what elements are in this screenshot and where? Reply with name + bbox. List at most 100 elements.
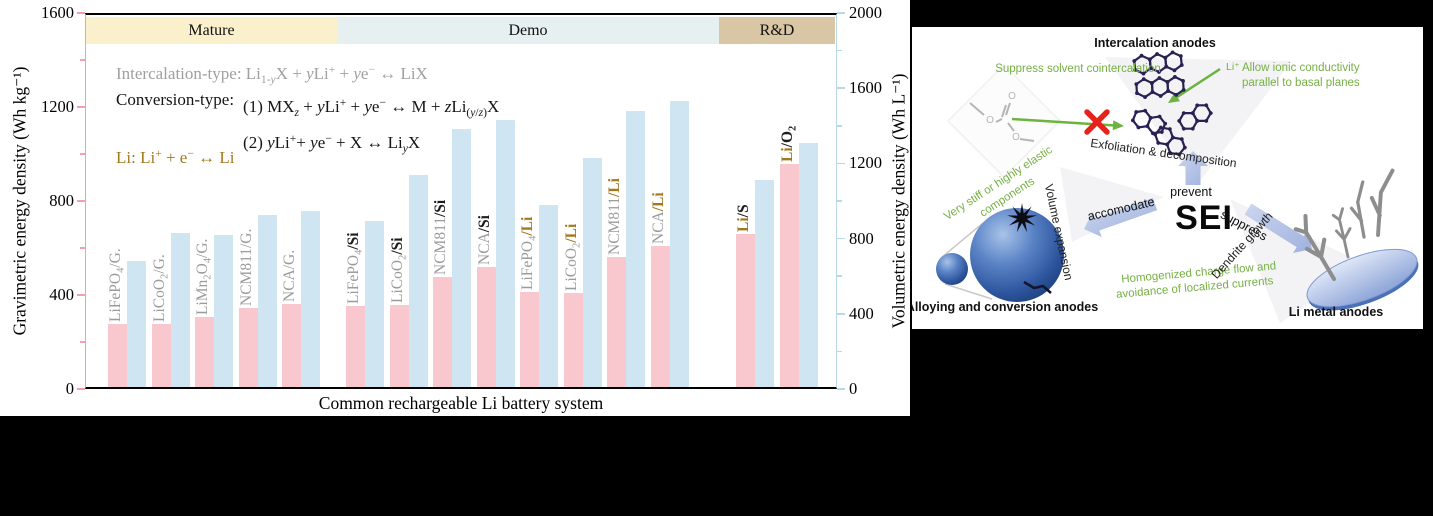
right-axis-minor-tick xyxy=(837,200,842,202)
bar-gravimetric-3 xyxy=(238,308,258,387)
bar-label-0: LiFePO4/G. xyxy=(107,247,127,322)
right-axis-tick-label: 1200 xyxy=(849,153,882,173)
right-axis-tick xyxy=(837,162,845,165)
shade-cone-right xyxy=(1230,199,1367,323)
bar-volumetric-9 xyxy=(539,204,558,387)
right-axis-tick-label: 0 xyxy=(849,379,858,398)
bar-volumetric-0 xyxy=(127,261,146,387)
bar-gravimetric-10 xyxy=(563,293,583,387)
conversion-equation-label: Conversion-type: xyxy=(116,90,235,109)
left-axis-tick-label: 0 xyxy=(65,379,74,398)
right-axis-tick-label: 1600 xyxy=(849,78,882,98)
conversion-equation-line1: (1) MXz + yLi+ + ye− ↔ M + zLi(y/z)X xyxy=(243,96,500,119)
maturity-band-mature: Mature xyxy=(86,17,337,44)
bar-gravimetric-7 xyxy=(433,276,452,387)
bar-volumetric-4 xyxy=(301,211,320,387)
accomodate-arrow xyxy=(1084,197,1158,238)
bar-gravimetric-8 xyxy=(476,267,496,387)
bar-gravimetric-5 xyxy=(346,305,365,387)
bar-volumetric-1 xyxy=(170,232,190,387)
intercalation-anodes-title: Intercalation anodes xyxy=(1094,36,1216,50)
bar-gravimetric-4 xyxy=(282,303,301,387)
bar-volumetric-2 xyxy=(214,234,233,387)
bar-volumetric-10 xyxy=(582,157,602,387)
sei-arrows xyxy=(1084,151,1312,253)
left-axis-minor-tick xyxy=(80,59,85,61)
expanded-particle-sphere xyxy=(970,208,1064,302)
molecule-atom-o3: O xyxy=(1012,132,1020,143)
intercalation-equation: Intercalation-type: Li1-yX + yLi+ + ye− … xyxy=(116,63,428,86)
li-metal-disc xyxy=(1293,168,1419,311)
disc-top xyxy=(1306,248,1418,308)
bar-gravimetric-12 xyxy=(650,246,670,387)
bar-volumetric-11 xyxy=(626,110,645,387)
left-axis-tick xyxy=(77,12,85,14)
left-axis-tick-label: 400 xyxy=(49,285,74,304)
molecule-atom-o1: O xyxy=(1008,91,1016,102)
dendrites xyxy=(1293,168,1395,282)
left-axis-tick xyxy=(77,294,85,296)
conversion-equation: Conversion-type: (1) MXz + yLi+ + ye− ↔ … xyxy=(116,90,499,162)
bar-label-13: Li/S xyxy=(735,204,752,233)
graphene-sheet xyxy=(1177,103,1213,131)
li-metal-anodes-title: Li metal anodes xyxy=(1289,305,1384,319)
graphene-sheet xyxy=(1132,50,1184,76)
graphene-sheets xyxy=(1130,50,1213,157)
left-axis-tick xyxy=(77,388,85,390)
left-axis-minor-tick xyxy=(80,341,85,343)
bar-gravimetric-2 xyxy=(195,316,214,387)
right-axis-tick xyxy=(837,388,845,390)
suppress-solvent-label: Suppress solvent cointercalation xyxy=(995,63,1161,75)
solvent-molecule: O O O xyxy=(946,63,1062,179)
bar-gravimetric-13 xyxy=(736,234,755,387)
right-axis-tick xyxy=(837,237,845,240)
bar-gravimetric-6 xyxy=(389,304,409,387)
crack-star-icon xyxy=(1007,203,1037,233)
bar-label-5: LiFePO4/Si xyxy=(345,232,365,304)
conversion-equation-line2: (2) yLi++ ye− + X ↔ LiyX xyxy=(243,131,421,155)
bar-volumetric-12 xyxy=(669,101,689,387)
bar-volumetric-5 xyxy=(365,220,384,387)
bar-volumetric-3 xyxy=(257,215,277,387)
suppress-arrow xyxy=(1244,203,1312,253)
bar-gravimetric-14 xyxy=(779,163,799,387)
small-particle-sphere xyxy=(936,253,968,285)
left-axis-tick xyxy=(77,106,85,108)
allow-ionic-label-line1: Allow ionic conductivity xyxy=(1242,62,1360,74)
left-axis-minor-tick xyxy=(80,247,85,249)
crack-line-icon xyxy=(1023,280,1052,294)
left-axis-minor-tick xyxy=(80,153,85,155)
bar-label-11: NCM811/Li xyxy=(606,177,623,255)
bar-label-2: LiMn2O4/G. xyxy=(194,238,214,315)
bar-label-6: LiCoO2/Si xyxy=(388,237,409,303)
shade-cone-left xyxy=(1060,167,1164,242)
bar-volumetric-13 xyxy=(755,180,774,387)
bar-label-8: NCA/Si xyxy=(475,215,493,266)
left-axis-tick-label: 1600 xyxy=(41,3,74,22)
molecule-atom-o2: O xyxy=(986,115,994,126)
bar-label-9: LiFePO4/Li xyxy=(519,216,539,290)
li-ion-label: Li⁺ xyxy=(1226,61,1240,73)
right-y-axis-title: Volumetric energy density (Wh L⁻¹) xyxy=(888,73,909,329)
bar-gravimetric-1 xyxy=(151,323,171,387)
molecule-backdrop xyxy=(946,63,1062,179)
alloying-anodes-title: Alloying and conversion anodes xyxy=(912,300,1098,314)
bar-gravimetric-9 xyxy=(520,291,539,387)
right-axis-minor-tick xyxy=(837,49,842,52)
right-axis-tick-label: 800 xyxy=(849,228,874,248)
prevent-arrow xyxy=(1178,151,1208,185)
maturity-band-rd: R&D xyxy=(719,17,835,44)
blocked-cross-icon xyxy=(1084,109,1110,135)
energy-density-chart-panel: Gravimetric energy density (Wh kg⁻¹) Vol… xyxy=(0,0,910,416)
right-axis-minor-tick xyxy=(837,350,842,353)
bar-label-1: LiCoO2/G. xyxy=(150,253,171,322)
dendrite xyxy=(1369,168,1395,237)
left-axis-tick xyxy=(77,200,85,202)
right-axis-minor-tick xyxy=(837,125,842,127)
solvent-blocked-arrow xyxy=(1011,117,1124,131)
bar-volumetric-14 xyxy=(798,142,818,387)
bar-label-7: NCM811/Si xyxy=(432,199,449,275)
bar-gravimetric-0 xyxy=(108,323,127,387)
left-axis-tick-label: 800 xyxy=(49,191,74,210)
